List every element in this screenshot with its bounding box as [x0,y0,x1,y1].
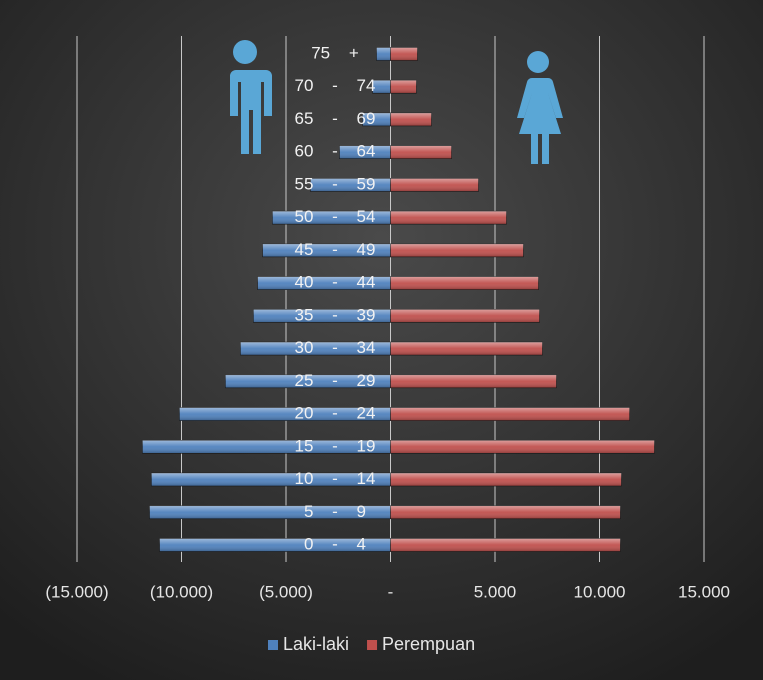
female-icon [517,51,563,164]
bar-shine [240,342,391,356]
bar-shine [253,309,391,323]
bar-shine [225,374,391,388]
bar-shine [390,374,557,388]
category-label: 50 - 54 [295,207,376,226]
bar-shine [142,440,391,454]
bar-shine [390,276,539,290]
bar-shine [310,178,391,192]
category-label: 25 - 29 [295,371,376,390]
bar-shine [390,80,417,94]
category-label: 55 - 59 [295,174,376,193]
bar-shine [390,178,479,192]
category-label: 45 - 49 [295,240,376,259]
category-label: 10 - 14 [295,469,376,488]
bar-shine [390,145,452,159]
category-label: 5 - 9 [304,502,366,521]
bar-shine [362,112,391,126]
legend-swatch [268,640,278,650]
bar-shine [257,276,391,290]
category-label: 75 + [311,43,359,62]
bar-shine [390,538,621,552]
bar-shine [390,342,543,356]
x-tick-label: (5.000) [259,582,313,601]
bar-shine [262,243,391,257]
x-tick-label: (10.000) [150,582,213,601]
bar-shine [390,473,622,487]
category-label: 15 - 19 [295,436,376,455]
category-label: 70 - 74 [295,76,376,95]
bar-shine [390,243,524,257]
category-label: 20 - 24 [295,404,376,423]
bar-shine [372,80,391,94]
bar-shine [390,211,507,225]
x-tick-label: 15.000 [678,582,730,601]
category-label: 30 - 34 [295,338,376,357]
bar-shine [390,112,432,126]
bar-shine [339,145,391,159]
category-label: 65 - 69 [295,109,376,128]
male-icon [224,40,272,154]
bar-shine [376,47,391,61]
category-label: 40 - 44 [295,273,376,292]
bar-shine [390,505,621,519]
bar-shine [151,473,391,487]
bar-shine [179,407,391,421]
bar-shine [390,407,630,421]
category-label: 60 - 64 [295,142,376,161]
bar-shine [159,538,391,552]
bar-shine [390,47,418,61]
bar-shine [390,309,540,323]
x-tick-label: (15.000) [45,582,108,601]
x-tick-label: 10.000 [574,582,626,601]
category-label: 35 - 39 [295,305,376,324]
bar-shine [272,211,391,225]
x-tick-label: 5.000 [474,582,517,601]
legend-swatch [367,640,378,650]
category-label: 0 - 4 [304,534,366,553]
x-tick-label: - [388,582,394,601]
bar-shine [390,440,655,454]
bar-shine [149,505,391,519]
legend-label: Laki-laki [283,634,349,654]
legend-label: Perempuan [382,634,475,654]
